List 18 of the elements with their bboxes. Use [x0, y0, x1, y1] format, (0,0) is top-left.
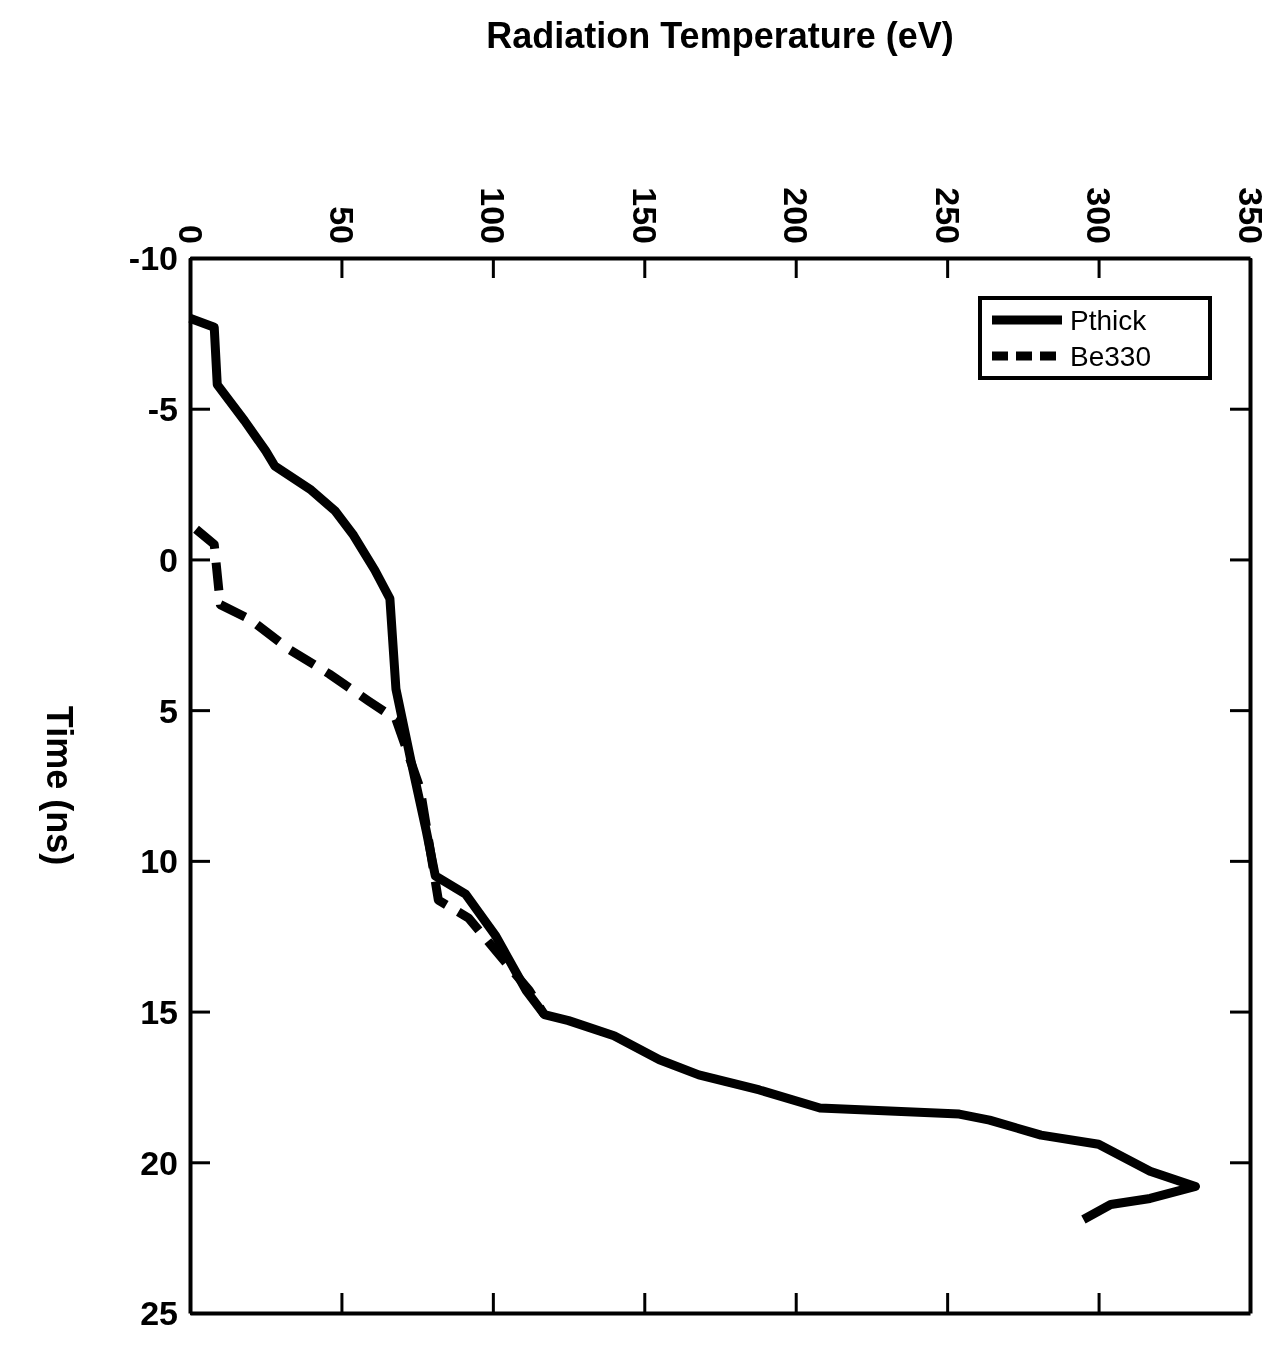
x-tick-label: 100: [474, 187, 513, 244]
y-tick-label: 15: [140, 992, 178, 1031]
y-tick-label: 0: [159, 540, 178, 579]
y-tick-label: 10: [140, 842, 178, 881]
x-axis-title: Radiation Temperature (eV): [486, 15, 954, 56]
x-tick-label: 250: [928, 187, 967, 244]
x-tick-label: 150: [625, 187, 664, 244]
legend-label: Be330: [1070, 340, 1151, 372]
x-tick-label: 300: [1080, 187, 1119, 244]
x-tick-label: 50: [323, 206, 362, 244]
x-tick-label: 350: [1231, 187, 1270, 244]
y-axis-title: Time (ns): [39, 705, 81, 866]
y-tick-label: 25: [140, 1294, 178, 1333]
y-tick-label: -5: [147, 390, 178, 429]
y-tick-label: 5: [159, 691, 178, 730]
y-tick-label: 20: [140, 1143, 178, 1182]
x-tick-label: 200: [777, 187, 816, 244]
legend-label: Pthick: [1070, 304, 1148, 336]
